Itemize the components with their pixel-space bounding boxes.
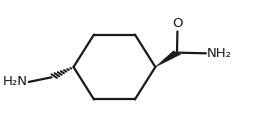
Text: NH₂: NH₂	[207, 47, 232, 60]
Polygon shape	[155, 51, 181, 67]
Text: O: O	[172, 17, 183, 30]
Text: H₂N: H₂N	[3, 75, 28, 88]
